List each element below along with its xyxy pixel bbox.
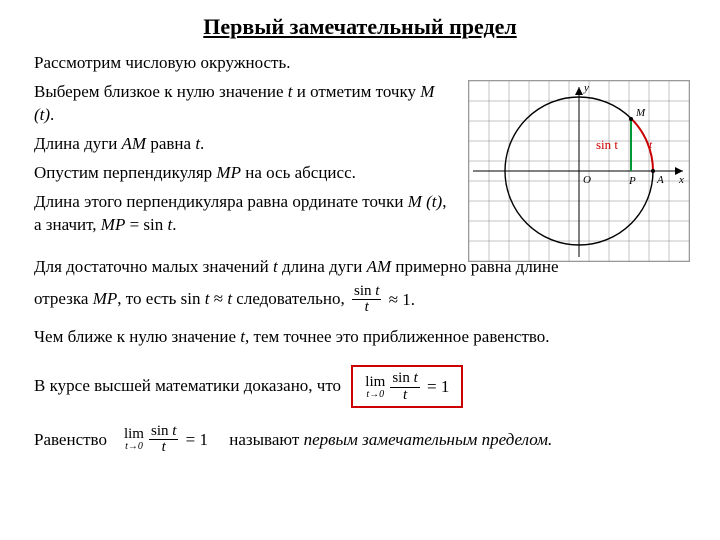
diagram-svg: x y O A M Pt sin t [469, 81, 689, 261]
sym-MP2: MP [93, 289, 118, 308]
dot: . [50, 105, 54, 124]
l5a: Длина этого перпендикуляра равна ординат… [34, 192, 408, 211]
frac-sint-t: sin tt [352, 284, 381, 317]
line-10: Равенство limt→0sin tt = 1 называют перв… [34, 424, 686, 457]
l4a: Опустим перпендикуляр [34, 163, 216, 182]
dot2: . [200, 134, 204, 153]
sym-AM: AM [122, 134, 147, 153]
line-2: Выберем близкое к нулю значение t и отме… [34, 81, 454, 127]
sym-MP: MP [216, 163, 241, 182]
l2a: Выберем близкое к нулю значение [34, 82, 288, 101]
svg-text:O: O [583, 174, 591, 186]
line-1: Рассмотрим числовую окружность. [34, 52, 454, 75]
svg-text:P: P [628, 175, 636, 187]
l7b: , то есть sin [117, 289, 205, 308]
svg-text:M: M [635, 107, 646, 119]
l7c: следовательно, [232, 289, 345, 308]
lim-label2: limt→0 [124, 427, 144, 452]
line-3: Длина дуги AM равна t. [34, 133, 454, 156]
approx1: ≈ 1. [384, 290, 415, 309]
svg-text:y: y [583, 82, 589, 94]
left-text-column: Рассмотрим числовую окружность. Выберем … [34, 52, 454, 237]
l10b: называют [229, 429, 303, 448]
l10c: первым замечательным пределом. [304, 429, 553, 448]
limit-formula-box: limt→0sin tt = 1 [351, 365, 463, 408]
lim-label: limt→0 [365, 375, 385, 400]
unit-circle-diagram: x y O A M Pt sin t [468, 80, 690, 262]
l3a: Длина дуги [34, 134, 122, 153]
line-4: Опустим перпендикуляр MP на ось абсцисс. [34, 162, 454, 185]
svg-text:A: A [656, 174, 664, 186]
l3b: равна [146, 134, 195, 153]
eq1: = 1 [423, 377, 450, 396]
l8a: Чем ближе к нулю значение [34, 327, 240, 346]
approx: ≈ [209, 289, 227, 308]
l4b: на ось абсцисс. [241, 163, 356, 182]
sym-Mt2: M (t) [408, 192, 442, 211]
l6a: Для достаточно малых значений [34, 257, 273, 276]
frac-lim: sin tt [390, 371, 419, 404]
l5eq: MP [101, 215, 126, 234]
l7a: отрезка [34, 289, 93, 308]
l8b: , тем точнее это приближенное равенство. [245, 327, 550, 346]
dot3: . [172, 215, 176, 234]
svg-text:sin t: sin t [596, 137, 618, 152]
line-8: Чем ближе к нулю значение t, тем точнее … [34, 326, 686, 349]
sym-AM2: AM [367, 257, 392, 276]
l2b: и отметим точку [293, 82, 421, 101]
page-title: Первый замечательный предел [0, 0, 720, 46]
svg-text:t: t [649, 139, 653, 151]
eq1b: = 1 [181, 429, 208, 448]
svg-text:x: x [678, 174, 684, 186]
frac-lim2: sin tt [149, 424, 178, 457]
line-9: В курсе высшей математики доказано, что … [34, 365, 686, 408]
l9: В курсе высшей математики доказано, что [34, 376, 341, 395]
l10a: Равенство [34, 429, 107, 448]
l6b: длина дуги [278, 257, 367, 276]
line-5: Длина этого перпендикуляра равна ординат… [34, 191, 454, 237]
